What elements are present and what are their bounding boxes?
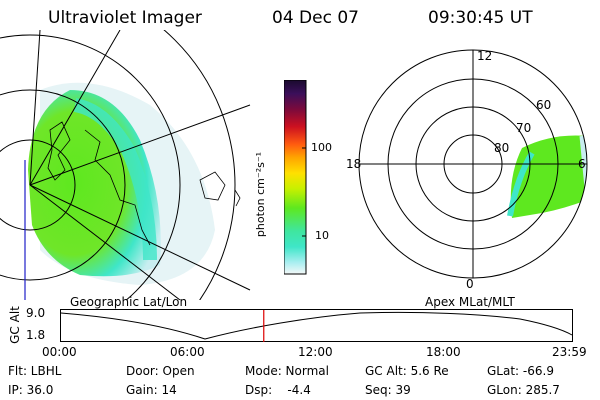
meridian-line (29, 184, 251, 291)
aurora-polar-haze (579, 135, 587, 199)
coastline (47, 121, 71, 181)
date-label: 04 Dec 07 (272, 8, 359, 28)
polar-hour-0: 0 (466, 277, 474, 290)
meridian-line (29, 30, 121, 186)
left-panel-caption: Geographic Lat/Lon (70, 295, 188, 309)
door-info: Door: Open (126, 364, 195, 378)
meridian-line (29, 104, 251, 186)
glon-info: GLon: 285.7 (487, 383, 560, 397)
polar-hour-12: 12 (477, 49, 492, 63)
mode-info: Mode: Normal (245, 364, 329, 378)
polar-lat-80: 80 (494, 141, 509, 155)
colorbar-label: photon cm⁻²s⁻¹ (254, 151, 268, 238)
time-label: 09:30:45 UT (428, 8, 533, 28)
altitude-ytick-low: 1.8 (26, 328, 46, 342)
latitude-circle (0, 89, 126, 281)
coastline (84, 129, 151, 246)
latitude-circle (0, 34, 181, 300)
seq-info: Seq: 39 (365, 383, 411, 397)
polar-lat-60: 60 (536, 98, 551, 112)
colorbar-scale (284, 80, 307, 275)
colorbar (284, 80, 307, 275)
right-panel-caption: Apex MLat/MLT (425, 295, 515, 309)
time-tick-0000: 00:00 (42, 345, 77, 359)
coastline (234, 189, 241, 207)
polar-plot: 12 18 6 0 60 70 80 (346, 49, 588, 290)
gc-alt-info: GC Alt: 5.6 Re (365, 364, 449, 378)
gain-info: Gain: 14 (126, 383, 177, 397)
meridian-line (29, 184, 181, 300)
altitude-plot-frame (60, 309, 573, 342)
time-tick-1800: 18:00 (426, 345, 461, 359)
island-outline (199, 171, 226, 201)
instrument-title: Ultraviolet Imager (48, 8, 202, 28)
dsp-info: Dsp: -4.4 (245, 383, 311, 397)
meridian-line (29, 30, 41, 186)
polar-lat-70: 70 (516, 121, 531, 135)
latitude-circle (0, 139, 76, 231)
colorbar-tick-10: 10 (315, 229, 329, 242)
polar-hour-18: 18 (346, 157, 361, 171)
geographic-map (0, 30, 251, 300)
latitude-circle (163, 30, 236, 300)
polar-hour-6: 6 (578, 157, 586, 171)
altitude-plot (60, 309, 573, 342)
altitude-ylabel: GC Alt (7, 306, 22, 344)
colorbar-tick-100: 100 (311, 141, 332, 154)
time-tick-1200: 12:00 (298, 345, 333, 359)
altitude-ytick-high: 9.0 (26, 306, 46, 320)
aurora-cyan-band (73, 98, 157, 261)
orbit-altitude-curve (60, 311, 573, 340)
glat-info: GLat: -66.9 (487, 364, 554, 378)
filter-info: Flt: LBHL (8, 364, 62, 378)
ip-info: IP: 36.0 (8, 383, 54, 397)
time-tick-0600: 06:00 (170, 345, 205, 359)
time-tick-2359: 23:59 (552, 345, 587, 359)
